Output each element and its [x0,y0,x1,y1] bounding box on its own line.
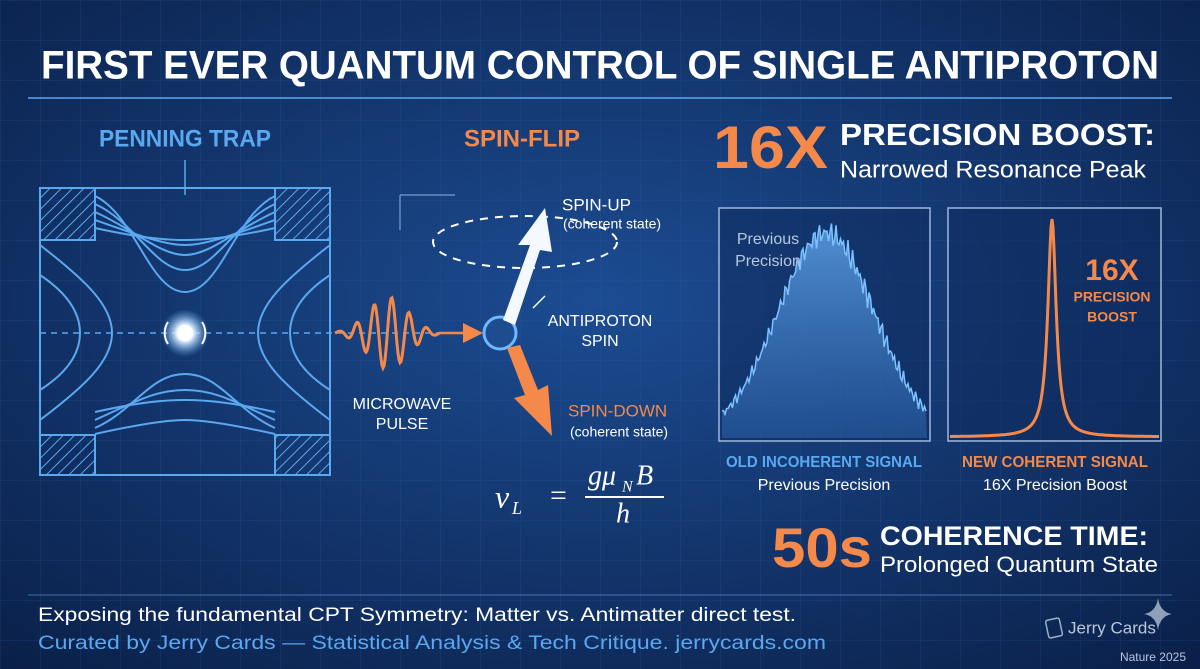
microwave-pulse [334,295,441,372]
spin-label: SPIN-FLIP [464,125,580,152]
trap-label: PENNING TRAP [99,125,271,152]
formula-symbol: ν [495,478,510,514]
panel-caption: NEW COHERENT SIGNAL [962,454,1148,471]
connector [532,295,546,309]
source: Nature 2025 [1120,650,1186,664]
panel-inner-label: 16X [1085,254,1138,287]
coherence-figure: 50s [772,516,872,579]
formula: ν L = gμ N B h [495,460,664,529]
pulse-label: MICROWAVE [353,396,452,413]
footer-text: Exposing the fundamental CPT Symmetry: M… [38,605,796,626]
formula-subscript: L [511,498,522,518]
spin-up-note: (coherent state) [563,216,661,232]
panel-inner-label: Precision [735,253,801,270]
formula-equals: = [550,479,567,512]
sparkle [1144,598,1172,630]
new-signal [950,218,1159,438]
old-signal-area [722,223,927,438]
formula-numerator: gμ [588,460,616,491]
spin-up-arrow [503,208,552,325]
title: FIRST EVER QUANTUM CONTROL OF SINGLE ANT… [41,44,1159,88]
formula-denominator: h [616,498,630,529]
brand: Jerry Cards [1068,618,1156,637]
formula-numerator: B [636,460,653,491]
particle-label: ANTIPROTON [548,313,653,330]
spin-down-label: SPIN-DOWN [568,401,667,420]
pulse-label: PULSE [376,416,428,433]
particle-label: SPIN [581,333,618,350]
panel-inner-label: PRECISION [1073,289,1150,305]
precision-headline: PRECISION BOOST: [840,117,1155,152]
panel-inner-label: BOOST [1087,309,1137,325]
footer-credit: Curated by Jerry Cards — Statistical Ana… [38,633,826,654]
precision-figure: 16X [713,114,828,181]
connector [399,194,455,230]
spin-down-note: (coherent state) [570,424,668,440]
spin-down-arrow [507,345,552,436]
precision-subline: Narrowed Resonance Peak [840,156,1147,183]
panel-subcaption: Previous Precision [758,477,891,494]
penning-trap [39,160,480,476]
antiproton [482,315,518,351]
old-signal [722,223,927,417]
formula-subscript: N [621,479,634,496]
panel-caption: OLD INCOHERENT SIGNAL [726,454,922,471]
coherence-headline: COHERENCE TIME: [880,521,1148,551]
coherence-subline: Prolonged Quantum State [880,552,1158,577]
panel-inner-label: Previous [737,231,799,248]
brand-icon [1044,617,1064,639]
precession-orbit [432,215,618,269]
spin-up-label: SPIN-UP [562,195,631,214]
panel-subcaption: 16X Precision Boost [983,477,1128,494]
